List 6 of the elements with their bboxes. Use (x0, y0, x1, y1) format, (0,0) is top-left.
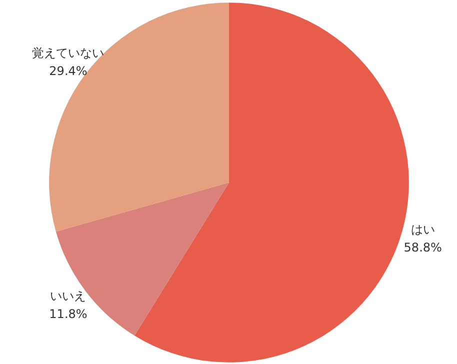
data-label: 11.8% (49, 306, 88, 321)
data-label: 29.4% (49, 64, 88, 78)
slice-label: はい (410, 222, 435, 237)
slice-label: 覚えていない (32, 46, 104, 60)
data-label: 58.8% (404, 240, 442, 255)
slice-label: いいえ (50, 288, 86, 303)
